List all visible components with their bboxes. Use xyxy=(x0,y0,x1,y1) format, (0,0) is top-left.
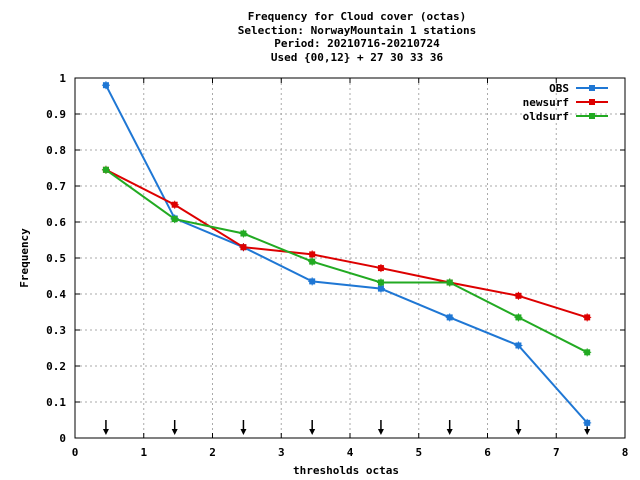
legend-marker-oldsurf xyxy=(589,113,595,119)
threshold-arrow-head xyxy=(309,429,316,435)
threshold-arrow-head xyxy=(102,429,109,435)
y-tick-label: 1 xyxy=(59,72,66,85)
grid xyxy=(75,78,625,438)
y-tick-label: 0.5 xyxy=(46,252,66,265)
y-tick-label: 0 xyxy=(59,432,66,445)
threshold-markers xyxy=(102,420,591,435)
threshold-arrow-head xyxy=(171,429,178,435)
y-tick-label: 0.9 xyxy=(46,108,66,121)
threshold-arrow-head xyxy=(515,429,522,435)
x-axis-label: thresholds octas xyxy=(293,464,399,477)
legend-label-newsurf: newsurf xyxy=(523,96,569,109)
legend-marker-obs xyxy=(589,85,595,91)
axis-ticks: 0 1 2 3 4 5 6 7 8 0 0.1 0.2 0.3 0.4 0.5 0.6 0.7 0.8 0.9 1 xyxy=(46,72,628,459)
x-tick-label: 7 xyxy=(553,446,560,459)
legend-label-oldsurf: oldsurf xyxy=(523,110,569,123)
y-tick-label: 0.3 xyxy=(46,324,66,337)
x-tick-label: 0 xyxy=(72,446,79,459)
y-axis-label: Frequency xyxy=(18,228,31,288)
legend-label-obs: OBS xyxy=(549,82,569,95)
title-line-3: Period: 20210716-20210724 xyxy=(274,37,440,50)
series-line-oldsurf xyxy=(105,168,588,354)
x-tick-label: 4 xyxy=(347,446,354,459)
title-line-2: Selection: NorwayMountain 1 stations xyxy=(237,23,477,37)
series-line-obs xyxy=(105,84,588,424)
chart-title: Frequency for Cloud cover (octas) Select… xyxy=(0,10,640,64)
x-tick-label: 1 xyxy=(140,446,147,459)
title-line-1: Frequency for Cloud cover (octas) xyxy=(247,10,467,23)
y-tick-label: 0.2 xyxy=(46,360,66,373)
threshold-arrow-head xyxy=(584,429,591,435)
x-tick-label: 2 xyxy=(209,446,216,459)
threshold-arrow-head xyxy=(446,429,453,435)
x-tick-label: 8 xyxy=(622,446,629,459)
y-tick-label: 0.1 xyxy=(46,396,66,409)
title-line-4: Used {00,12} + 27 30 33 36 xyxy=(270,50,444,64)
legend-marker-newsurf xyxy=(589,99,595,105)
threshold-arrow-head xyxy=(240,429,247,435)
threshold-arrow-head xyxy=(377,429,384,435)
x-tick-label: 6 xyxy=(484,446,491,459)
x-tick-label: 5 xyxy=(415,446,422,459)
x-tick-label: 3 xyxy=(278,446,285,459)
y-tick-label: 0.7 xyxy=(46,180,66,193)
series-line-newsurf xyxy=(105,168,588,319)
y-tick-label: 0.4 xyxy=(46,288,66,301)
y-tick-label: 0.6 xyxy=(46,216,66,229)
y-tick-label: 0.8 xyxy=(46,144,66,157)
series-lines xyxy=(101,81,592,427)
